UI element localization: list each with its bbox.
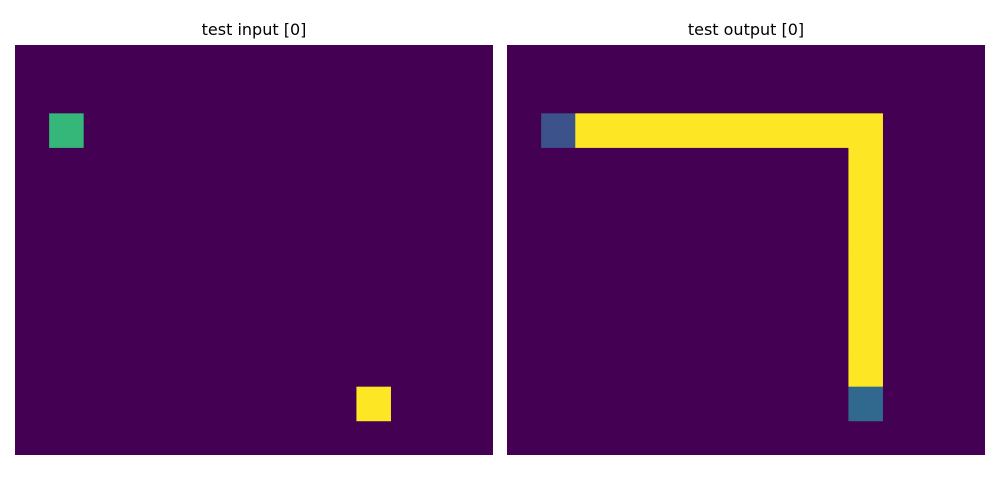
grid-cell	[49, 113, 84, 148]
grid-cell	[575, 113, 610, 148]
grid-background	[507, 45, 985, 455]
grid-cell	[746, 113, 781, 148]
grid-cell	[848, 318, 883, 353]
grid-cell	[643, 113, 679, 148]
grid-cell	[848, 147, 883, 183]
grid-cell	[711, 113, 747, 148]
grid-cell	[848, 284, 883, 319]
grid-cell	[848, 113, 883, 148]
input-panel-title: test input [0]	[201, 20, 307, 39]
grid-cell	[848, 352, 883, 388]
grid-cell	[609, 113, 644, 148]
grid-cell	[814, 113, 849, 148]
grid-cell	[541, 113, 576, 148]
grid-cell	[848, 386, 883, 422]
grid-cell	[780, 113, 815, 148]
input-grid	[15, 45, 493, 455]
grid-cell	[848, 215, 883, 251]
grid-background	[15, 45, 493, 455]
output-grid	[507, 45, 985, 455]
grid-cell	[356, 386, 391, 422]
grid-cell	[848, 250, 883, 285]
grid-cell	[848, 181, 883, 217]
grid-cell	[677, 113, 713, 148]
output-panel-title: test output [0]	[687, 20, 805, 39]
